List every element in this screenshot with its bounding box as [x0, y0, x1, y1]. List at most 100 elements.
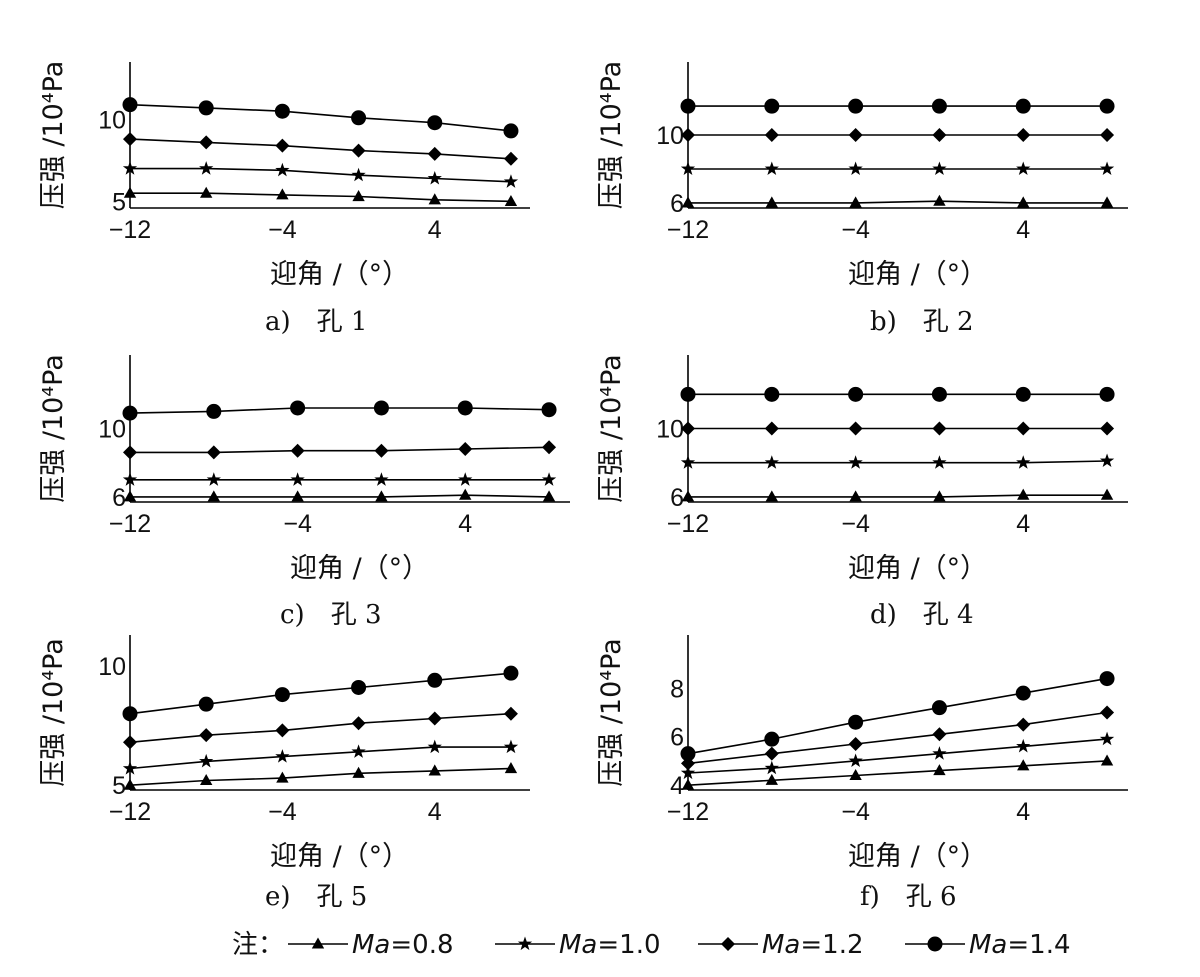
- data-point-triangle: [849, 196, 862, 208]
- y-tick-label: 6: [670, 724, 684, 752]
- series-triangle: [123, 186, 518, 206]
- data-point-diamond: [848, 421, 863, 436]
- data-point-circle: [206, 403, 222, 419]
- x-tick-label: 4: [1016, 510, 1030, 538]
- x-tick-label: 4: [428, 216, 442, 244]
- series-line: [129, 407, 550, 414]
- series-line: [688, 494, 1107, 498]
- x-tick-label: −4: [841, 798, 870, 826]
- series-circle: [122, 400, 557, 421]
- data-point-star: [374, 472, 389, 486]
- y-tick-label: 10: [656, 416, 684, 444]
- data-point-triangle: [504, 194, 518, 206]
- data-point-diamond: [199, 135, 214, 150]
- data-point-star: [503, 174, 519, 188]
- series-triangle: [681, 194, 1114, 208]
- data-point-diamond: [351, 716, 366, 731]
- legend-entry-triangle: Ma=0.8: [288, 930, 454, 960]
- x-tick-label: −12: [667, 798, 709, 826]
- data-point-triangle: [849, 490, 862, 502]
- data-point-triangle: [1017, 488, 1030, 500]
- y-tick-label: 6: [670, 484, 684, 512]
- data-point-triangle: [352, 190, 365, 202]
- series-line: [130, 446, 550, 454]
- data-point-diamond: [275, 723, 290, 738]
- data-point-diamond: [1016, 128, 1031, 142]
- data-point-circle: [764, 731, 780, 747]
- data-point-triangle: [276, 771, 289, 783]
- data-point-star: [680, 161, 696, 176]
- x-axis-title: 迎角 /（°）: [848, 553, 987, 584]
- data-point-circle: [274, 103, 290, 119]
- data-point-diamond: [275, 138, 290, 153]
- series-circle: [122, 97, 519, 139]
- series-diamond: [681, 705, 1115, 771]
- data-point-star: [848, 753, 863, 768]
- data-point-star: [206, 472, 221, 486]
- data-point-star: [1099, 731, 1115, 746]
- x-tick-label: −4: [268, 798, 297, 826]
- y-axis-title: 压强 /10⁴Pa: [596, 61, 627, 209]
- data-point-diamond: [503, 151, 518, 166]
- data-point-circle: [680, 746, 696, 762]
- x-tick-label: −12: [667, 510, 709, 538]
- legend-entry-circle: Ma=1.4: [905, 930, 1071, 960]
- data-point-star: [1099, 453, 1115, 468]
- series-circle: [680, 98, 1115, 114]
- data-point-star: [427, 739, 442, 754]
- data-point-triangle: [933, 490, 946, 502]
- data-point-circle: [1015, 685, 1031, 701]
- x-tick-label: −12: [109, 798, 151, 826]
- data-point-circle: [931, 700, 947, 716]
- data-point-diamond: [123, 132, 137, 147]
- data-point-star: [199, 161, 214, 175]
- data-point-diamond: [503, 706, 518, 721]
- x-tick-label: −12: [109, 510, 151, 538]
- chart-panel-5: 5 10 −12 −4 4 压强 /10⁴Pa 迎角 /（°） e) 孔 5: [38, 635, 530, 912]
- data-point-diamond: [764, 746, 779, 761]
- data-point-star: [764, 760, 779, 775]
- legend-entry-star: Ma=1.0: [495, 930, 661, 960]
- panel-caption: c) 孔 3: [280, 600, 382, 630]
- series-line: [129, 767, 512, 786]
- data-point-star: [1099, 161, 1115, 176]
- series-line: [687, 677, 1108, 755]
- data-point-circle: [680, 98, 696, 114]
- data-point-star: [351, 744, 366, 758]
- data-point-triangle: [276, 188, 289, 200]
- data-point-star: [1016, 161, 1031, 176]
- data-point-diamond: [123, 445, 137, 460]
- series-line: [687, 711, 1108, 765]
- series-line: [688, 200, 1107, 204]
- data-point-circle: [1099, 98, 1115, 114]
- data-point-triangle: [428, 193, 441, 205]
- data-point-star: [764, 161, 779, 176]
- series-line: [129, 103, 512, 132]
- data-point-star: [680, 765, 696, 780]
- data-point-triangle: [1017, 196, 1030, 208]
- data-point-diamond: [1100, 128, 1115, 142]
- series-circle: [680, 386, 1115, 402]
- data-point-circle: [373, 400, 389, 416]
- data-point-star: [275, 749, 290, 763]
- data-point-diamond: [848, 128, 863, 142]
- chart-panel-3: 6 10 −12 −4 4 压强 /10⁴Pa 迎角 /（°） c) 孔 3: [38, 354, 570, 630]
- series-triangle: [123, 762, 518, 790]
- chart-panel-1: 5 10 −12 −4 4 压强 /10⁴Pa 迎角 /（°） a) 孔 1: [38, 61, 530, 337]
- x-tick-label: 4: [1016, 216, 1030, 244]
- x-tick-label: −4: [268, 216, 297, 244]
- data-point-star: [275, 162, 290, 177]
- legend-prefix: 注：: [232, 930, 284, 960]
- data-point-star: [458, 472, 473, 486]
- data-point-triangle: [200, 773, 213, 786]
- data-point-diamond: [542, 440, 557, 455]
- data-point-diamond: [199, 728, 214, 743]
- series-star: [680, 161, 1115, 176]
- series-circle: [680, 671, 1115, 762]
- data-point-circle: [503, 123, 519, 139]
- series-line: [687, 738, 1108, 774]
- legend-label: Ma=1.4: [969, 930, 1071, 960]
- x-axis-title: 迎角 /（°）: [270, 841, 409, 872]
- legend-label: Ma=0.8: [352, 930, 454, 960]
- data-point-circle: [427, 115, 443, 131]
